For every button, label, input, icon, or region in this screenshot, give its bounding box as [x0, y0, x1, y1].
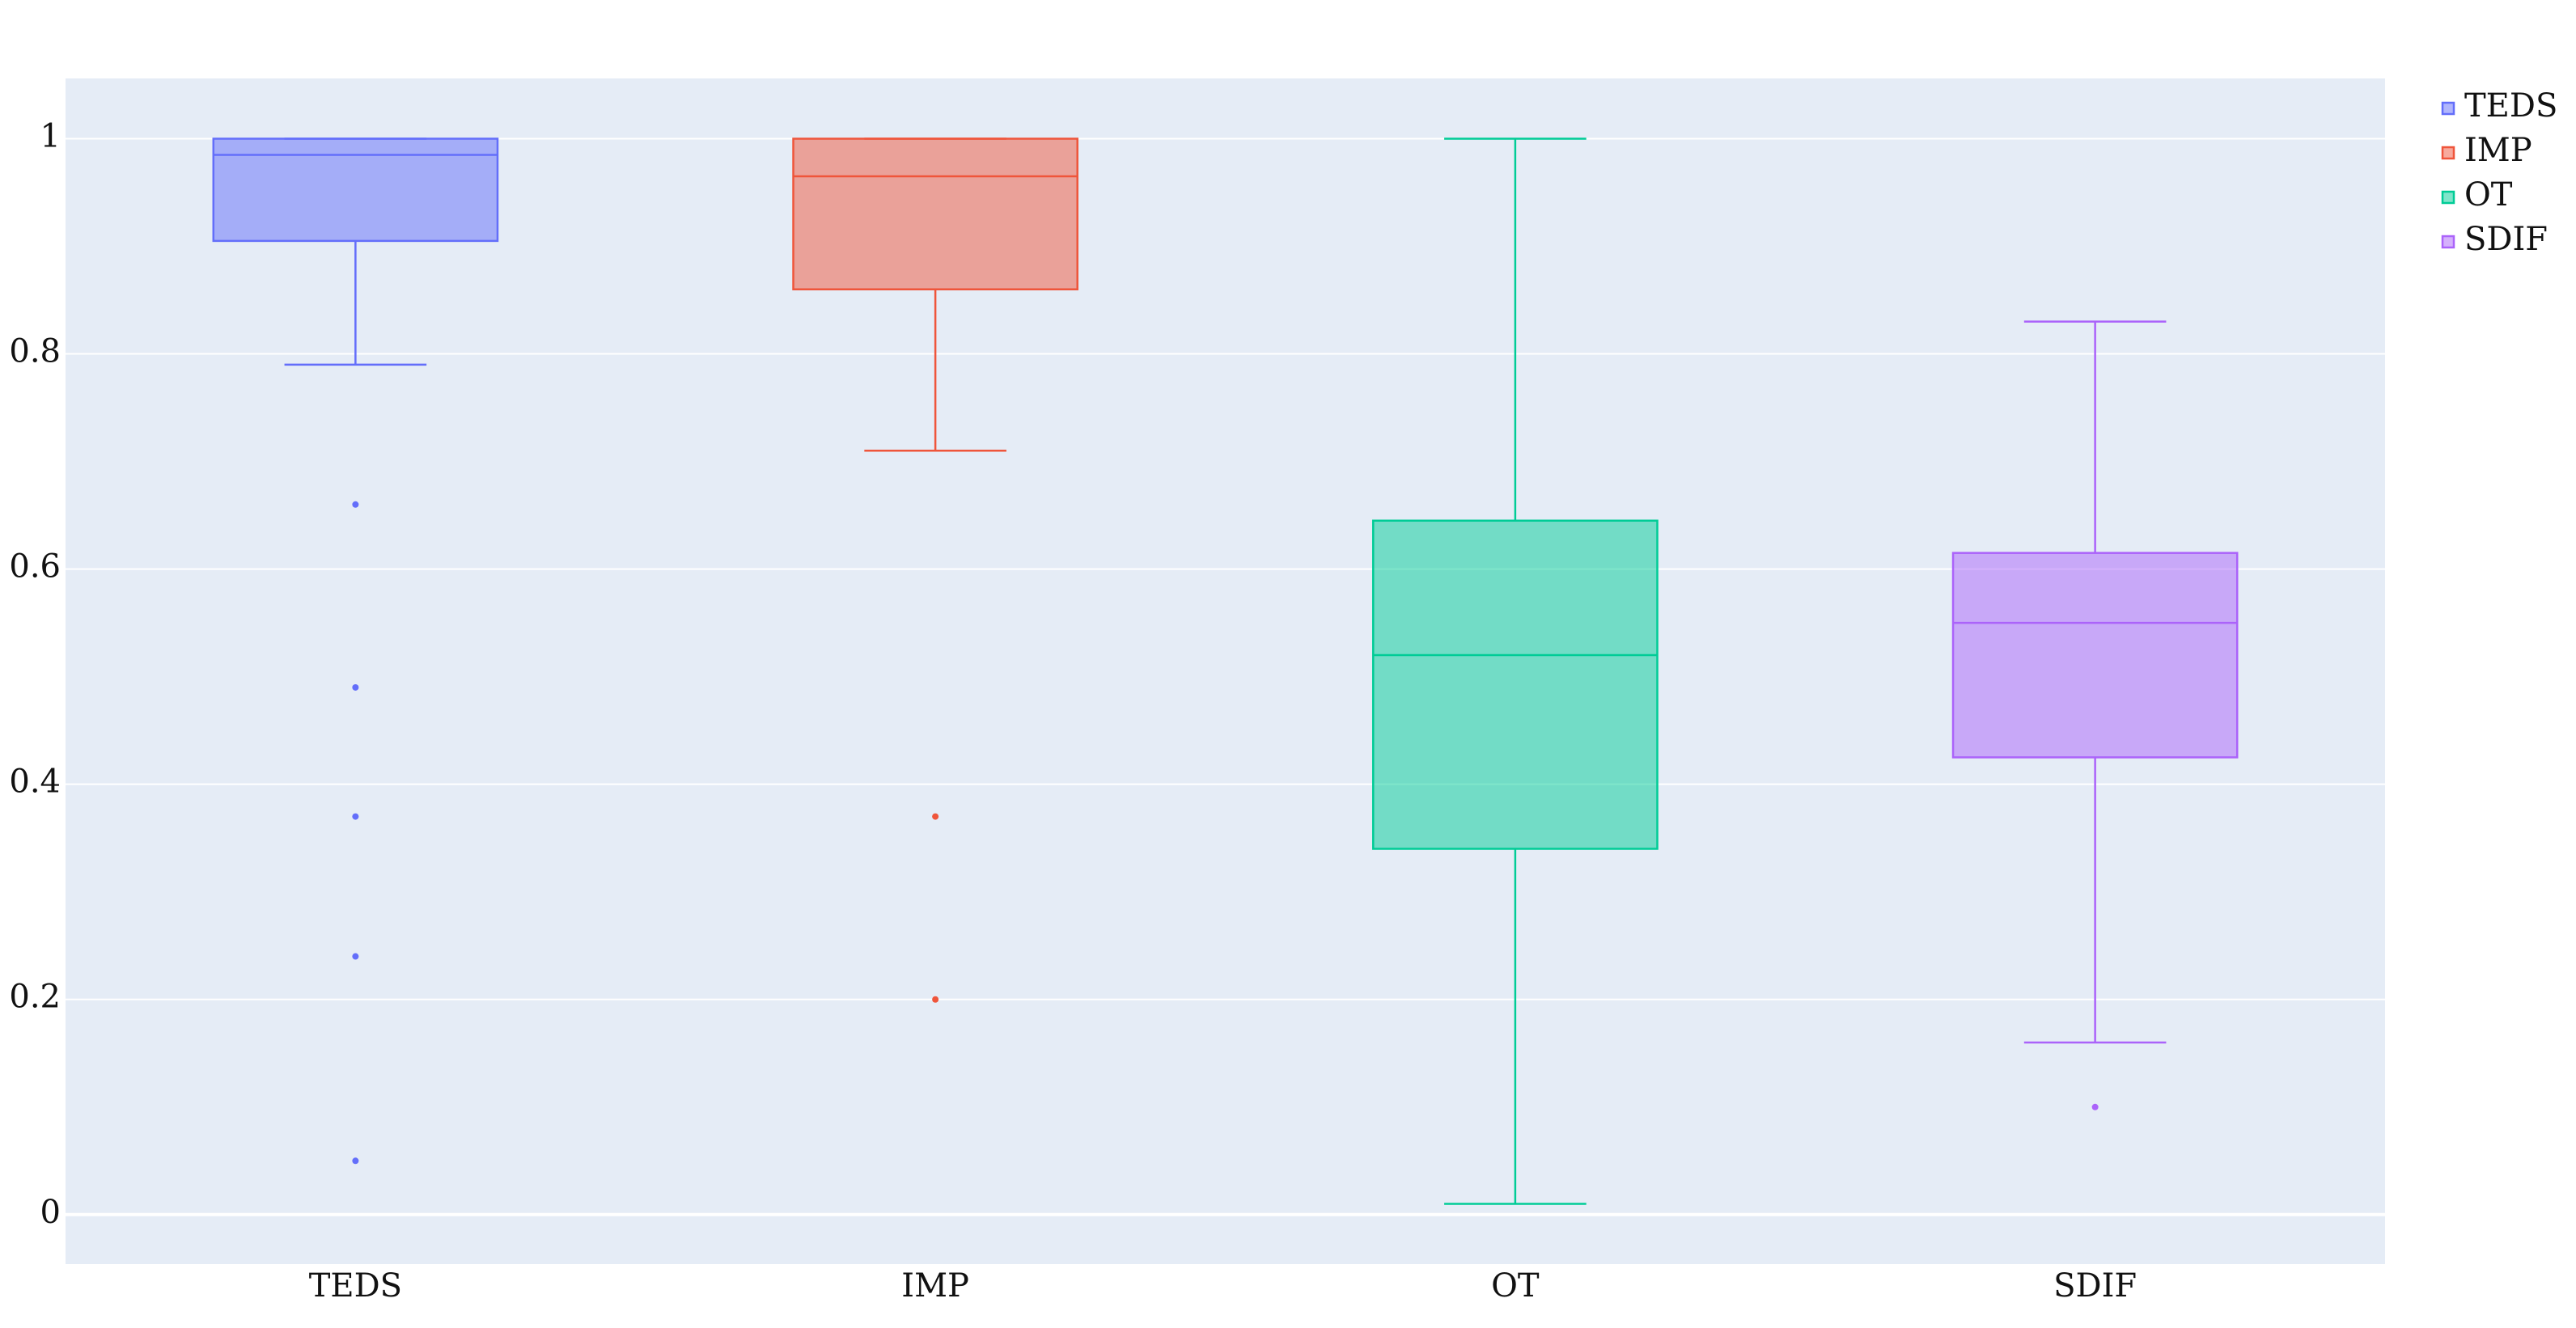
- box: [1951, 552, 2239, 759]
- y-tick-label: 1: [40, 117, 61, 154]
- outlier: [352, 953, 359, 960]
- legend-label: TEDS: [2464, 87, 2557, 125]
- legend-label: IMP: [2464, 132, 2532, 169]
- outlier: [932, 996, 939, 1003]
- outlier: [352, 813, 359, 820]
- y-tick-label: 0: [40, 1194, 61, 1231]
- y-tick-label: 0.4: [9, 763, 61, 801]
- box: [792, 137, 1078, 290]
- legend-swatch: [2441, 146, 2455, 160]
- legend-swatch: [2441, 190, 2455, 205]
- outlier: [932, 813, 939, 820]
- x-tick-label: IMP: [901, 1267, 969, 1305]
- outlier: [352, 683, 359, 691]
- outlier: [352, 501, 359, 508]
- outlier: [2091, 1103, 2099, 1110]
- y-tick-label: 0.8: [9, 333, 61, 370]
- outlier: [352, 1157, 359, 1165]
- y-tick-label: 0.2: [9, 979, 61, 1016]
- x-tick-label: SDIF: [2053, 1267, 2137, 1305]
- box: [1372, 519, 1659, 850]
- x-tick-label: OT: [1491, 1267, 1540, 1305]
- y-tick-label: 0.6: [9, 548, 61, 586]
- x-tick-label: TEDS: [309, 1267, 402, 1305]
- legend-swatch: [2441, 235, 2455, 249]
- legend-label: OT: [2464, 176, 2513, 214]
- legend-label: SDIF: [2464, 221, 2548, 258]
- legend-swatch: [2441, 101, 2455, 116]
